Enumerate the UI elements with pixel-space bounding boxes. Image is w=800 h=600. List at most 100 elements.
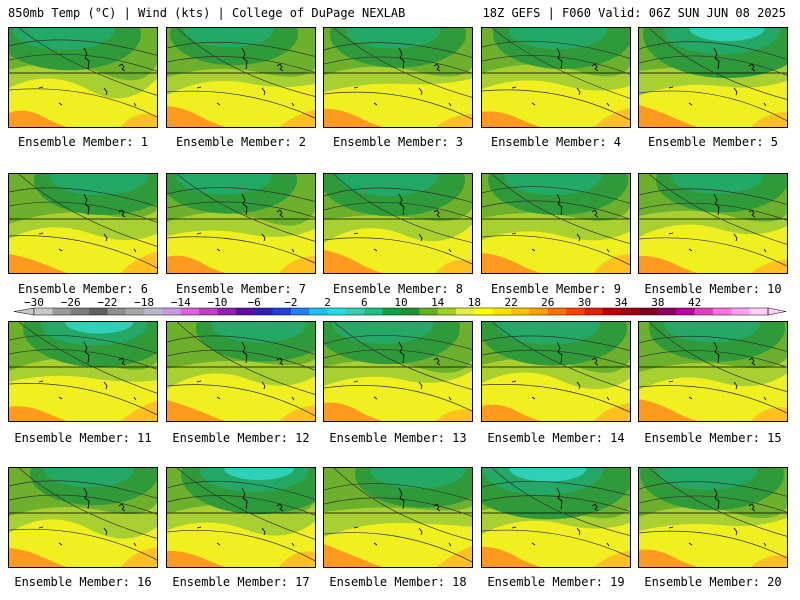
colorbar-min-arrow: [13, 307, 35, 316]
colorbar-tick-label: 2: [324, 296, 331, 309]
map-panel-member-4: [481, 27, 631, 128]
colorbar-swatch: [235, 308, 255, 315]
colorbar-tick-label: −18: [134, 296, 154, 309]
ensemble-member-label: Ensemble Member: 18: [329, 575, 467, 589]
colorbar-tick-label: −26: [61, 296, 81, 309]
colorbar-tick-label: −10: [208, 296, 228, 309]
colorbar-swatch: [639, 308, 659, 315]
colorbar-swatch: [254, 308, 274, 315]
ensemble-member-label: Ensemble Member: 19: [487, 575, 625, 589]
colorbar-swatch: [217, 308, 237, 315]
colorbar-swatch: [107, 308, 127, 315]
colorbar-tick-label: 34: [615, 296, 629, 309]
ensemble-member-label: Ensemble Member: 16: [14, 575, 152, 589]
colorbar-swatch: [602, 308, 622, 315]
colorbar-swatch: [511, 308, 530, 315]
colorbar-swatch: [694, 308, 714, 315]
map-panel-member-20: [638, 467, 788, 568]
colorbar-tick-label: −2: [284, 296, 297, 309]
ensemble-member-label: Ensemble Member: 7: [175, 282, 307, 296]
colorbar-tick-label: 14: [431, 296, 445, 309]
colorbar-tick-label: 6: [361, 296, 368, 309]
ensemble-member-label: Ensemble Member: 1: [17, 135, 149, 149]
colorbar-swatch: [749, 308, 769, 315]
colorbar-swatch: [290, 308, 310, 315]
colorbar-tick-label: −6: [248, 296, 261, 309]
colorbar-swatch: [731, 308, 751, 315]
header-valid-time: 18Z GEFS | F060 Valid: 06Z SUN JUN 08 20…: [482, 6, 786, 20]
map-panel-member-14: [481, 321, 631, 422]
colorbar-swatch: [529, 308, 549, 315]
map-panel-member-18: [323, 467, 473, 568]
colorbar-swatch: [272, 308, 292, 315]
colorbar-swatch: [676, 308, 696, 315]
map-panel-member-12: [166, 321, 316, 422]
ensemble-member-label: Ensemble Member: 10: [644, 282, 782, 296]
colorbar-swatch: [437, 308, 457, 315]
colorbar-tick-label: −30: [24, 296, 44, 309]
ensemble-member-label: Ensemble Member: 11: [14, 431, 152, 445]
colorbar-swatch: [456, 308, 475, 315]
map-panel-member-15: [638, 321, 788, 422]
ensemble-member-label: Ensemble Member: 17: [172, 575, 310, 589]
colorbar-tick-label: −22: [97, 296, 117, 309]
map-panel-member-1: [8, 27, 158, 128]
ensemble-member-label: Ensemble Member: 14: [487, 431, 625, 445]
colorbar-swatch: [621, 308, 641, 315]
colorbar-swatch: [345, 308, 365, 315]
ensemble-member-label: Ensemble Member: 12: [172, 431, 310, 445]
ensemble-member-label: Ensemble Member: 5: [647, 135, 779, 149]
colorbar-swatch: [419, 308, 439, 315]
header-title: 850mb Temp (°C) | Wind (kts) | College o…: [8, 6, 406, 20]
colorbar-tick-label: −14: [171, 296, 191, 309]
map-panel-member-8: [323, 173, 473, 274]
map-panel-member-5: [638, 27, 788, 128]
ensemble-member-label: Ensemble Member: 4: [490, 135, 622, 149]
colorbar-tick-label: 30: [578, 296, 591, 309]
colorbar-tick-label: 26: [541, 296, 554, 309]
colorbar-tick-label: 10: [394, 296, 407, 309]
colorbar-swatch: [327, 308, 347, 315]
map-panel-member-2: [166, 27, 316, 128]
colorbar-swatch: [712, 308, 732, 315]
colorbar-swatch: [52, 308, 72, 315]
colorbar-tick-label: 22: [504, 296, 517, 309]
colorbar-swatch: [199, 308, 218, 315]
map-panel-member-7: [166, 173, 316, 274]
colorbar-swatch: [382, 308, 402, 315]
ensemble-member-label: Ensemble Member: 15: [644, 431, 782, 445]
ensemble-member-label: Ensemble Member: 20: [644, 575, 782, 589]
colorbar-swatch: [547, 308, 567, 315]
colorbar-swatch: [34, 308, 53, 315]
map-panel-member-10: [638, 173, 788, 274]
map-panel-member-11: [8, 321, 158, 422]
ensemble-member-label: Ensemble Member: 6: [17, 282, 149, 296]
ensemble-member-label: Ensemble Member: 9: [490, 282, 622, 296]
ensemble-member-label: Ensemble Member: 13: [329, 431, 467, 445]
colorbar-swatch: [144, 308, 163, 315]
colorbar-swatch: [401, 308, 420, 315]
map-panel-member-16: [8, 467, 158, 568]
temperature-colorbar: −30 −26 −22 −18 −14 −10 −6 −2 2 6 10 14 18 22 26 30 34 38…: [13, 296, 787, 316]
colorbar-swatch: [125, 308, 145, 315]
colorbar-swatch: [364, 308, 384, 315]
map-panel-member-6: [8, 173, 158, 274]
map-panel-member-3: [323, 27, 473, 128]
colorbar-swatch: [584, 308, 604, 315]
colorbar-tick-label: 42: [688, 296, 701, 309]
colorbar-swatch: [566, 308, 585, 315]
map-panel-member-19: [481, 467, 631, 568]
colorbar-swatch: [89, 308, 108, 315]
colorbar-swatch: [70, 308, 90, 315]
map-panel-member-17: [166, 467, 316, 568]
colorbar-tick-label: 38: [651, 296, 664, 309]
ensemble-member-label: Ensemble Member: 2: [175, 135, 307, 149]
map-panel-member-9: [481, 173, 631, 274]
colorbar-swatch: [657, 308, 677, 315]
colorbar-max-arrow: [767, 307, 787, 316]
colorbar-swatch: [492, 308, 512, 315]
colorbar-swatch: [162, 308, 182, 315]
ensemble-member-label: Ensemble Member: 3: [332, 135, 464, 149]
ensemble-member-label: Ensemble Member: 8: [332, 282, 464, 296]
colorbar-swatch: [180, 308, 200, 315]
